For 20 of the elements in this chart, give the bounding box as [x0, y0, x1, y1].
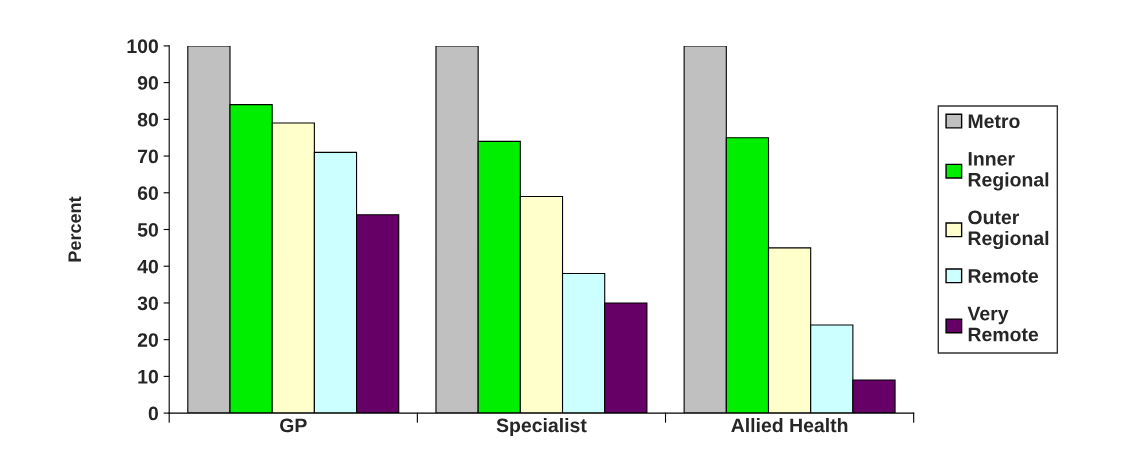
y-tick-label: 20 [137, 333, 158, 347]
y-tick-label: 30 [137, 296, 158, 311]
y-tick-label: 0 [148, 406, 158, 421]
y-tick-label: 40 [137, 259, 158, 274]
y-axis-title: Percent [68, 196, 82, 262]
y-tick-label: 10 [138, 369, 158, 384]
legend-label: Metro [968, 114, 1020, 129]
legend-label: Remote [968, 269, 1039, 283]
x-tick-label: Specialist [496, 417, 587, 437]
y-tick-label: 70 [137, 149, 158, 164]
x-tick-label: Allied Health [731, 417, 848, 433]
legend-label: Inner Regional [968, 152, 1049, 191]
y-tick-label: 50 [137, 222, 158, 237]
legend-label: Very Remote [967, 306, 1039, 342]
x-tick-label: GP [280, 418, 307, 433]
y-tick-label: 90 [137, 76, 158, 90]
legend-label: Outer Regional [968, 210, 1049, 250]
y-tick-label: 80 [137, 112, 158, 127]
y-tick-label: 60 [137, 186, 158, 201]
y-tick-label: 100 [127, 39, 158, 54]
